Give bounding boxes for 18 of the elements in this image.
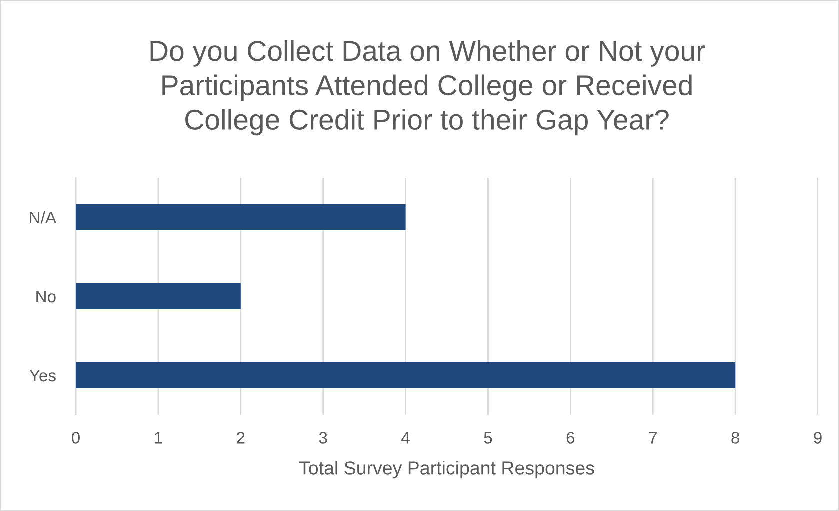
bar	[76, 283, 241, 310]
y-tick-label: Yes	[30, 370, 56, 382]
chart-title: Do you Collect Data on Whether or Not your Participants Attended College or Received College Credit Prior to their Gap Year?	[150, 40, 706, 136]
x-axis-title: Total Survey Participant Responses	[299, 461, 594, 479]
x-tick-label: 5	[484, 432, 492, 444]
x-tick-label: 3	[319, 432, 328, 444]
x-tick-label: 7	[649, 432, 657, 444]
x-tick-label: 2	[237, 432, 245, 444]
y-tick-label: N/A	[30, 211, 57, 224]
bar	[76, 204, 406, 231]
bar	[76, 362, 736, 389]
y-tick-label: No	[36, 291, 56, 303]
x-tick-label: 1	[155, 432, 162, 444]
x-tick-label: 9	[814, 432, 822, 444]
x-tick-label: 4	[402, 432, 410, 444]
x-tick-label: 6	[566, 432, 575, 444]
x-tick-label: 0	[72, 432, 80, 444]
x-tick-label: 8	[732, 432, 740, 444]
